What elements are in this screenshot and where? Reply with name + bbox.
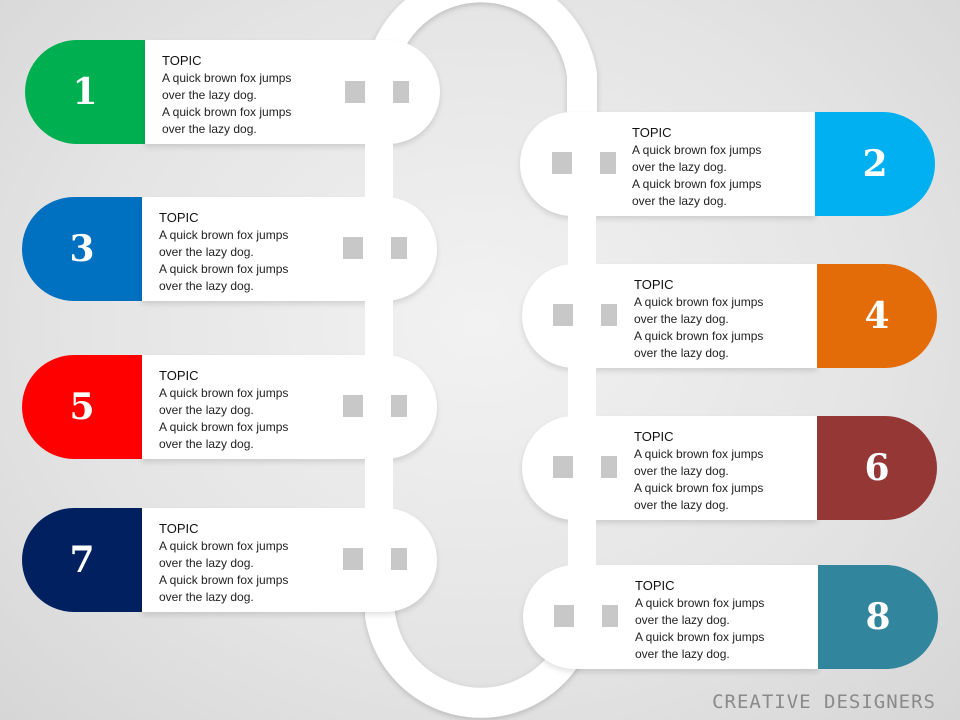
step-description-line: over the lazy dog. <box>634 311 817 328</box>
step-description-line: A quick brown fox jumps <box>634 480 817 497</box>
step-text-panel: TOPIC A quick brown fox jumps over the laz… <box>522 264 817 368</box>
step-description-line: over the lazy dog. <box>159 589 437 606</box>
step-card-2: 2 TOPIC A quick brown fox jumps over the la… <box>520 112 935 216</box>
step-topic: TOPIC <box>634 276 817 293</box>
step-card-1: 1 TOPIC A quick brown fox jumps over the la… <box>25 40 440 144</box>
step-description-line: A quick brown fox jumps <box>634 446 817 463</box>
step-description-line: over the lazy dog. <box>159 278 437 295</box>
step-text-panel: TOPIC A quick brown fox jumps over the laz… <box>520 112 815 216</box>
step-description-line: A quick brown fox jumps <box>159 385 437 402</box>
step-card-5: 5 TOPIC A quick brown fox jumps over the la… <box>22 355 437 459</box>
step-text-panel: TOPIC A quick brown fox jumps over the laz… <box>523 565 818 669</box>
step-description-line: over the lazy dog. <box>634 463 817 480</box>
step-description-line: A quick brown fox jumps <box>162 104 440 121</box>
step-description-line: over the lazy dog. <box>632 159 815 176</box>
step-description-line: A quick brown fox jumps <box>159 419 437 436</box>
step-number-badge: 3 <box>22 197 142 301</box>
step-description-line: over the lazy dog. <box>632 193 815 210</box>
step-description-line: over the lazy dog. <box>634 497 817 514</box>
step-topic: TOPIC <box>159 520 437 537</box>
step-topic: TOPIC <box>159 367 437 384</box>
step-text-panel: TOPIC A quick brown fox jumps over the laz… <box>142 197 437 301</box>
brand-label: CREATIVE DESIGNERS <box>712 691 936 713</box>
step-number-badge: 1 <box>25 40 145 144</box>
step-card-6: 6 TOPIC A quick brown fox jumps over the la… <box>522 416 937 520</box>
step-description-line: A quick brown fox jumps <box>632 142 815 159</box>
step-description-line: A quick brown fox jumps <box>159 572 437 589</box>
step-description-line: over the lazy dog. <box>159 402 437 419</box>
step-description-line: A quick brown fox jumps <box>634 328 817 345</box>
step-number-badge: 6 <box>817 416 937 520</box>
step-text-panel: TOPIC A quick brown fox jumps over the laz… <box>145 40 440 144</box>
step-description-line: A quick brown fox jumps <box>159 538 437 555</box>
step-number-badge: 4 <box>817 264 937 368</box>
step-topic: TOPIC <box>634 428 817 445</box>
step-card-4: 4 TOPIC A quick brown fox jumps over the la… <box>522 264 937 368</box>
step-description-line: over the lazy dog. <box>159 436 437 453</box>
step-number-badge: 5 <box>22 355 142 459</box>
step-description-line: over the lazy dog. <box>634 345 817 362</box>
step-topic: TOPIC <box>635 577 818 594</box>
step-description-line: A quick brown fox jumps <box>632 176 815 193</box>
step-description-line: over the lazy dog. <box>162 121 440 138</box>
step-description-line: A quick brown fox jumps <box>159 261 437 278</box>
step-topic: TOPIC <box>632 124 815 141</box>
step-description-line: A quick brown fox jumps <box>635 629 818 646</box>
step-description-line: A quick brown fox jumps <box>635 595 818 612</box>
step-card-3: 3 TOPIC A quick brown fox jumps over the la… <box>22 197 437 301</box>
step-description-line: A quick brown fox jumps <box>634 294 817 311</box>
step-text-panel: TOPIC A quick brown fox jumps over the laz… <box>142 508 437 612</box>
step-description-line: over the lazy dog. <box>159 244 437 261</box>
step-description-line: over the lazy dog. <box>162 87 440 104</box>
step-description-line: over the lazy dog. <box>635 646 818 663</box>
step-card-8: 8 TOPIC A quick brown fox jumps over the la… <box>523 565 938 669</box>
step-topic: TOPIC <box>162 52 440 69</box>
step-text-panel: TOPIC A quick brown fox jumps over the laz… <box>142 355 437 459</box>
step-number-badge: 7 <box>22 508 142 612</box>
step-description-line: over the lazy dog. <box>159 555 437 572</box>
step-description-line: A quick brown fox jumps <box>162 70 440 87</box>
step-topic: TOPIC <box>159 209 437 226</box>
step-card-7: 7 TOPIC A quick brown fox jumps over the la… <box>22 508 437 612</box>
step-text-panel: TOPIC A quick brown fox jumps over the laz… <box>522 416 817 520</box>
step-description-line: over the lazy dog. <box>635 612 818 629</box>
step-number-badge: 2 <box>815 112 935 216</box>
step-number-badge: 8 <box>818 565 938 669</box>
step-description-line: A quick brown fox jumps <box>159 227 437 244</box>
